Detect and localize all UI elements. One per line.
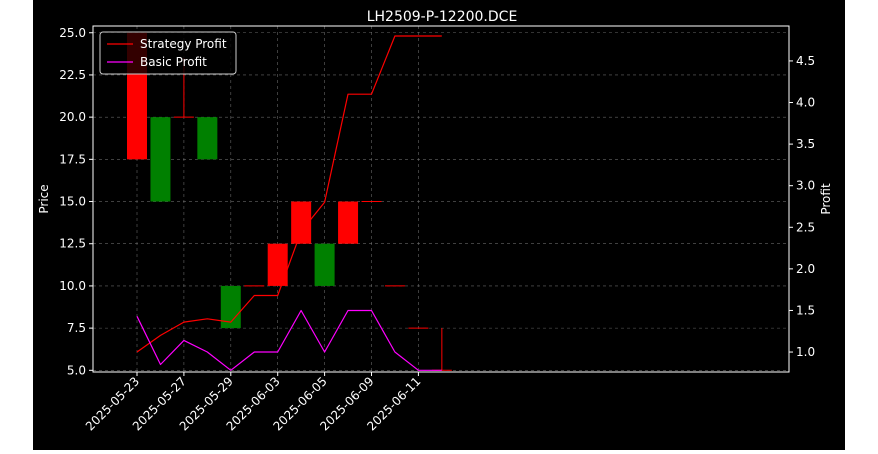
- chart-figure: LH2509-P-12200.DCE 5.0 7.5 10.0 12.5 15.0 17.…: [33, 0, 845, 450]
- left-tick-label: 22.5: [59, 68, 86, 82]
- right-tick-label: 3.5: [796, 137, 815, 151]
- legend-box: [99, 31, 237, 75]
- candle-body: [197, 117, 218, 160]
- candle-body: [220, 285, 241, 329]
- right-axis: 1.0 1.5 2.0 2.5 3.0 3.5 4.0 4.5: [789, 54, 815, 359]
- left-axis: 5.0 7.5 10.0 12.5 15.0 17.5 20.0 22.5 25.0: [59, 26, 93, 377]
- x-axis: 2025-05-232025-05-272025-05-292025-06-03…: [83, 372, 424, 433]
- y-axis-left-label: Price: [37, 184, 51, 213]
- left-tick-label: 5.0: [67, 363, 86, 377]
- candle-body: [291, 201, 312, 244]
- basic-profit-line: [136, 309, 442, 371]
- profit-lines: [136, 35, 442, 371]
- strategy-profit-line: [136, 35, 442, 353]
- left-tick-label: 10.0: [59, 279, 86, 293]
- right-tick-label: 2.0: [796, 262, 815, 276]
- candlestick-chart: LH2509-P-12200.DCE 5.0 7.5 10.0 12.5 15.0 17.…: [37, 9, 833, 433]
- legend-basic-label: Basic Profit: [140, 55, 207, 69]
- left-tick-label: 7.5: [67, 321, 86, 335]
- right-tick-label: 1.5: [796, 303, 815, 317]
- left-tick-label: 17.5: [59, 152, 86, 166]
- legend-strategy-label: Strategy Profit: [140, 37, 227, 51]
- left-tick-label: 20.0: [59, 110, 86, 124]
- right-tick-label: 2.5: [796, 220, 815, 234]
- chart-title: LH2509-P-12200.DCE: [367, 9, 518, 25]
- plot-area-frame: [92, 25, 790, 373]
- candle-body: [267, 243, 288, 286]
- legend: Strategy Profit Basic Profit: [99, 31, 237, 75]
- left-tick-label: 12.5: [59, 237, 86, 251]
- candle-body: [150, 117, 171, 202]
- right-tick-label: 4.5: [796, 54, 815, 68]
- left-tick-label: 15.0: [59, 195, 86, 209]
- right-tick-label: 3.0: [796, 179, 815, 193]
- candle-body: [338, 201, 359, 244]
- left-tick-label: 25.0: [59, 26, 86, 40]
- candle-body: [314, 243, 335, 286]
- right-tick-label: 4.0: [796, 96, 815, 110]
- right-tick-label: 1.0: [796, 345, 815, 359]
- candles: [127, 32, 452, 371]
- y-axis-right-label: Profit: [819, 183, 833, 215]
